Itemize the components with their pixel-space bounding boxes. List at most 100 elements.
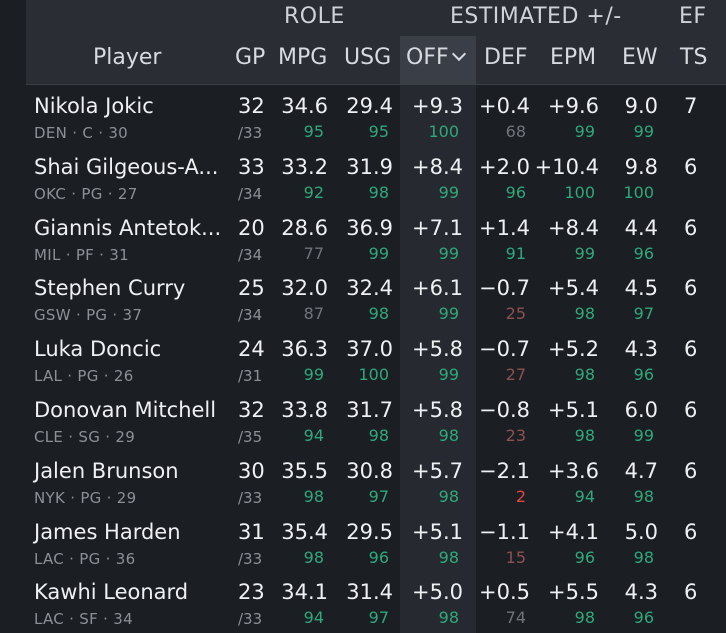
games-total: /31 — [238, 367, 263, 386]
def-value: −0.7 — [479, 276, 530, 301]
table-row[interactable]: Stephen Curry GSW · PG · 37 25/34 32.0 87 32.… — [0, 274, 726, 335]
usg-value: 29.5 — [346, 519, 393, 544]
ew-value: 5.0 — [624, 519, 658, 544]
player-name[interactable]: Donovan Mitchell — [34, 398, 217, 422]
player-meta: LAL · PG · 26 — [34, 367, 134, 386]
ew-percentile: 96 — [633, 243, 654, 263]
usg-value: 32.4 — [346, 276, 393, 301]
player-name[interactable]: Stephen Curry — [34, 276, 186, 301]
games-played: 25 — [238, 276, 265, 301]
mpg-value: 35.5 — [281, 458, 328, 483]
def-value: +0.5 — [479, 580, 530, 605]
games-total: /33 — [238, 610, 263, 629]
off-value: +7.1 — [412, 215, 463, 240]
usg-percentile: 98 — [368, 182, 389, 202]
table-row[interactable]: Nikola Jokic DEN · C · 30 32/33 34.6 95 29.4 9… — [0, 92, 726, 153]
ew-value: 4.5 — [624, 276, 658, 301]
column-header-def[interactable]: DEF — [484, 45, 528, 70]
off-value: +5.1 — [412, 519, 463, 544]
player-name[interactable]: Shai Gilgeous-A... — [34, 154, 219, 179]
ew-value: 4.3 — [624, 337, 658, 362]
column-header-usg[interactable]: USG — [344, 45, 392, 70]
usg-percentile: 95 — [368, 122, 389, 141]
ew-percentile: 100 — [623, 182, 654, 202]
mpg-percentile: 94 — [303, 608, 324, 628]
player-meta: DEN · C · 30 — [34, 124, 129, 142]
player-meta: NYK · PG · 29 — [34, 488, 137, 507]
games-played: 20 — [238, 215, 265, 240]
usg-percentile: 96 — [368, 547, 389, 567]
epm-value: +5.4 — [548, 276, 599, 301]
column-header-player[interactable]: Player — [93, 45, 162, 70]
table-header — [26, 0, 726, 84]
epm-value: +3.6 — [548, 458, 599, 483]
ew-percentile: 98 — [633, 547, 654, 567]
mpg-value: 34.6 — [281, 94, 328, 118]
mpg-percentile: 77 — [303, 243, 324, 263]
mpg-percentile: 94 — [303, 426, 324, 445]
ew-percentile: 99 — [633, 122, 654, 141]
epm-value: +5.2 — [548, 337, 599, 362]
mpg-percentile: 98 — [303, 547, 324, 567]
player-name[interactable]: Giannis Antetok... — [34, 215, 222, 240]
mpg-percentile: 99 — [303, 365, 324, 385]
off-value: +8.4 — [412, 154, 463, 179]
column-header-off[interactable]: OFF — [406, 45, 466, 70]
epm-percentile: 98 — [574, 304, 595, 324]
table-row[interactable]: Giannis Antetok... MIL · PF · 31 20/34 28.6… — [0, 214, 726, 275]
off-percentile: 99 — [438, 365, 459, 385]
mpg-percentile: 95 — [303, 122, 324, 141]
column-header-mpg[interactable]: MPG — [278, 45, 328, 70]
table-row[interactable]: James Harden LAC · PG · 36 31/33 35.4 98 29.5… — [0, 518, 726, 579]
player-name[interactable]: Kawhi Leonard — [34, 580, 189, 605]
off-percentile: 99 — [438, 182, 459, 202]
mpg-value: 33.8 — [281, 398, 328, 422]
usg-percentile: 98 — [368, 426, 389, 445]
player-name[interactable]: James Harden — [34, 519, 181, 544]
column-header-ts[interactable]: TS — [680, 45, 708, 70]
sorted-column-header-bg — [400, 36, 476, 84]
table-row[interactable]: Luka Doncic LAL · PG · 26 24/31 36.3 99 37.0 1… — [0, 335, 726, 396]
games-played: 32 — [238, 398, 265, 422]
epm-value: +4.1 — [548, 519, 599, 544]
ts-value: 6 — [684, 398, 698, 422]
table-row[interactable]: Jalen Brunson NYK · PG · 29 30/33 35.5 98 30.… — [0, 457, 726, 518]
mpg-percentile: 87 — [303, 304, 324, 324]
player-name[interactable]: Nikola Jokic — [34, 94, 154, 118]
off-percentile: 98 — [438, 486, 459, 506]
player-name[interactable]: Luka Doncic — [34, 337, 162, 362]
player-meta: LAC · SF · 34 — [34, 610, 133, 629]
off-percentile: 98 — [438, 426, 459, 445]
player-meta: LAC · PG · 36 — [34, 549, 136, 568]
usg-value: 36.9 — [346, 215, 393, 240]
def-value: +0.4 — [479, 94, 530, 118]
epm-value: +9.6 — [548, 94, 599, 118]
ts-value: 6 — [684, 580, 698, 605]
off-value: +5.7 — [412, 458, 463, 483]
ew-percentile: 96 — [633, 608, 654, 628]
mpg-value: 34.1 — [281, 580, 328, 605]
ew-percentile: 97 — [633, 304, 654, 324]
off-percentile: 99 — [438, 243, 459, 263]
table-row[interactable]: Kawhi Leonard LAC · SF · 34 23/33 34.1 94 31.… — [0, 578, 726, 633]
group-header-cutoff: EF — [679, 4, 707, 29]
epm-percentile: 99 — [574, 122, 595, 141]
epm-percentile: 100 — [564, 182, 595, 202]
player-name[interactable]: Jalen Brunson — [34, 458, 179, 483]
epm-percentile: 98 — [574, 365, 595, 385]
column-header-ew[interactable]: EW — [622, 45, 658, 70]
ew-percentile: 99 — [633, 426, 654, 445]
def-value: −0.7 — [479, 337, 530, 362]
column-header-gp[interactable]: GP — [235, 45, 266, 70]
def-percentile: 91 — [505, 243, 526, 263]
mpg-value: 32.0 — [281, 276, 328, 301]
table-row[interactable]: Donovan Mitchell CLE · SG · 29 32/35 33.8 94… — [0, 396, 726, 457]
table-row[interactable]: Shai Gilgeous-A... OKC · PG · 27 33/34 33.2… — [0, 153, 726, 214]
usg-value: 31.9 — [346, 154, 393, 179]
column-header-epm[interactable]: EPM — [550, 45, 597, 70]
games-total: /33 — [238, 488, 263, 507]
player-meta: MIL · PF · 31 — [34, 245, 129, 264]
ew-value: 4.7 — [624, 458, 658, 483]
ew-value: 6.0 — [624, 398, 658, 422]
off-value: +6.1 — [412, 276, 463, 301]
